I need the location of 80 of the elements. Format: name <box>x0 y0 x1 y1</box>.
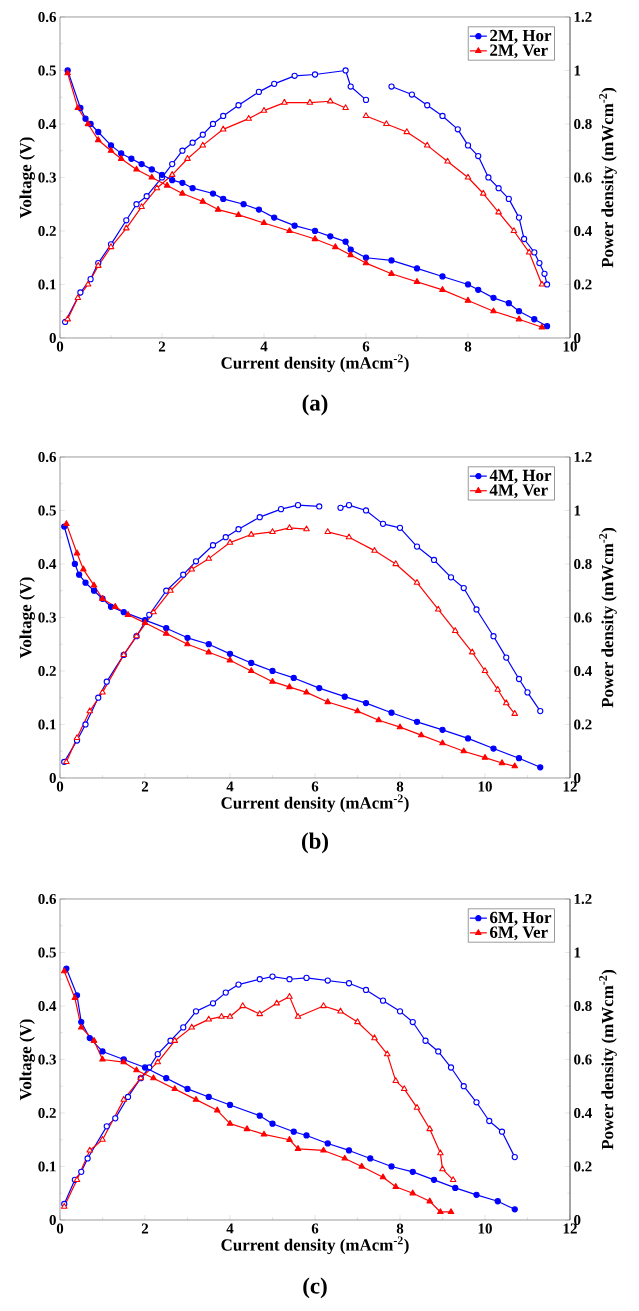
y2-tick-label: 0 <box>574 332 581 344</box>
y-tick-label: 0.1 <box>38 279 56 290</box>
x-tick-label: 4 <box>226 781 234 792</box>
x-tick-label: 0 <box>56 1223 64 1234</box>
x-tick-label: 0 <box>56 781 64 792</box>
y-tick-label: 0.4 <box>38 1000 57 1012</box>
y2-axis-title: Power density (mWcm$^{-2}$) <box>599 527 617 708</box>
legend-label: 6M, Hor <box>490 911 552 926</box>
legend-label: 2M, Ver <box>490 44 548 59</box>
y2-tick-label: 0.6 <box>574 1054 592 1065</box>
y-tick-label: 0.2 <box>38 225 56 237</box>
y2-tick-label: 1.2 <box>574 11 592 23</box>
y2-tick-label: 0.2 <box>574 719 592 730</box>
y-tick-label: 0.1 <box>38 719 56 730</box>
x-tick-label: 10 <box>563 341 577 352</box>
x-tick-label: 4 <box>260 341 268 352</box>
x-tick-label: 8 <box>396 1223 404 1234</box>
y-tick-label: 0.5 <box>38 65 56 76</box>
y2-tick-label: 0.6 <box>574 172 592 183</box>
y-axis-title: Voltage (V) <box>19 577 35 659</box>
y-tick-label: 0.5 <box>38 505 56 516</box>
y-tick-label: 0.2 <box>38 665 56 677</box>
x-tick-label: 10 <box>478 1223 492 1234</box>
x-tick-label: 12 <box>563 781 577 792</box>
x-tick-label: 6 <box>362 341 370 352</box>
y-tick-label: 0.4 <box>38 558 57 570</box>
text: (c) <box>303 1277 327 1299</box>
y-tick-label: 0 <box>49 332 56 344</box>
x-tick-label: 0 <box>56 341 64 352</box>
x-axis-title: Current density (mAcm$^{-2}$) <box>221 354 409 373</box>
y2-tick-label: 1 <box>574 947 581 958</box>
y-tick-label: 0.6 <box>38 451 57 463</box>
x-tick-label: 2 <box>141 781 149 792</box>
y2-tick-label: 0 <box>574 1214 581 1226</box>
y2-tick-label: 0.4 <box>574 1107 592 1119</box>
legend-label: 6M, Ver <box>490 926 548 941</box>
y2-tick-label: 0.4 <box>574 225 592 237</box>
x-tick-label: 2 <box>141 1223 149 1234</box>
x-tick-label: 10 <box>478 781 492 792</box>
x-tick-label: 6 <box>311 1223 319 1234</box>
legend-label: 4M, Hor <box>489 469 552 484</box>
legend-label: 2M, Hor <box>490 29 552 44</box>
y-tick-label: 0.5 <box>38 947 56 958</box>
y-axis-title: Voltage (V) <box>19 1019 35 1101</box>
x-tick-label: 8 <box>464 341 472 352</box>
y2-axis-title: Power density (mWcm$^{-2}$) <box>599 969 617 1150</box>
text: (a) <box>302 394 328 416</box>
legend-label: 4M, Ver <box>489 484 548 499</box>
y-tick-label: 0.3 <box>38 612 56 623</box>
x-tick-label: 4 <box>226 1223 234 1234</box>
x-tick-label: 2 <box>158 341 166 352</box>
y2-tick-label: 1 <box>574 505 581 516</box>
x-tick-label: 12 <box>563 1223 577 1234</box>
y-tick-label: 0.1 <box>38 1161 56 1172</box>
y2-tick-label: 0 <box>574 772 581 784</box>
y-tick-label: 0.6 <box>38 893 57 905</box>
x-axis-title: Current density (mAcm$^{-2}$) <box>221 1236 409 1255</box>
y-tick-label: 0 <box>49 772 56 784</box>
y-tick-label: 0.4 <box>38 118 57 130</box>
y2-tick-label: 0.2 <box>574 1161 592 1172</box>
y2-tick-label: 1 <box>574 65 581 76</box>
y2-tick-label: 0.6 <box>574 612 592 623</box>
y2-tick-label: 1.2 <box>574 451 592 463</box>
y2-tick-label: 0.4 <box>574 665 592 677</box>
y-axis-title: Voltage (V) <box>19 137 35 219</box>
y2-tick-label: 1.2 <box>574 893 592 905</box>
x-axis-title: Current density (mAcm$^{-2}$) <box>221 794 409 813</box>
y2-tick-label: 0.8 <box>574 558 592 570</box>
x-tick-label: 8 <box>396 781 404 792</box>
y-tick-label: 0.3 <box>38 172 56 183</box>
y2-tick-label: 0.8 <box>574 1000 592 1012</box>
y-tick-label: 0.2 <box>38 1107 56 1119</box>
y2-tick-label: 0.8 <box>574 118 592 130</box>
y2-axis-title: Power density (mWcm$^{-2}$) <box>599 87 617 268</box>
text: (b) <box>302 832 328 854</box>
x-tick-label: 6 <box>311 781 319 792</box>
y-tick-label: 0 <box>49 1214 56 1226</box>
y2-tick-label: 0.2 <box>574 279 592 290</box>
y-tick-label: 0.6 <box>38 11 57 23</box>
y-tick-label: 0.3 <box>38 1054 56 1065</box>
